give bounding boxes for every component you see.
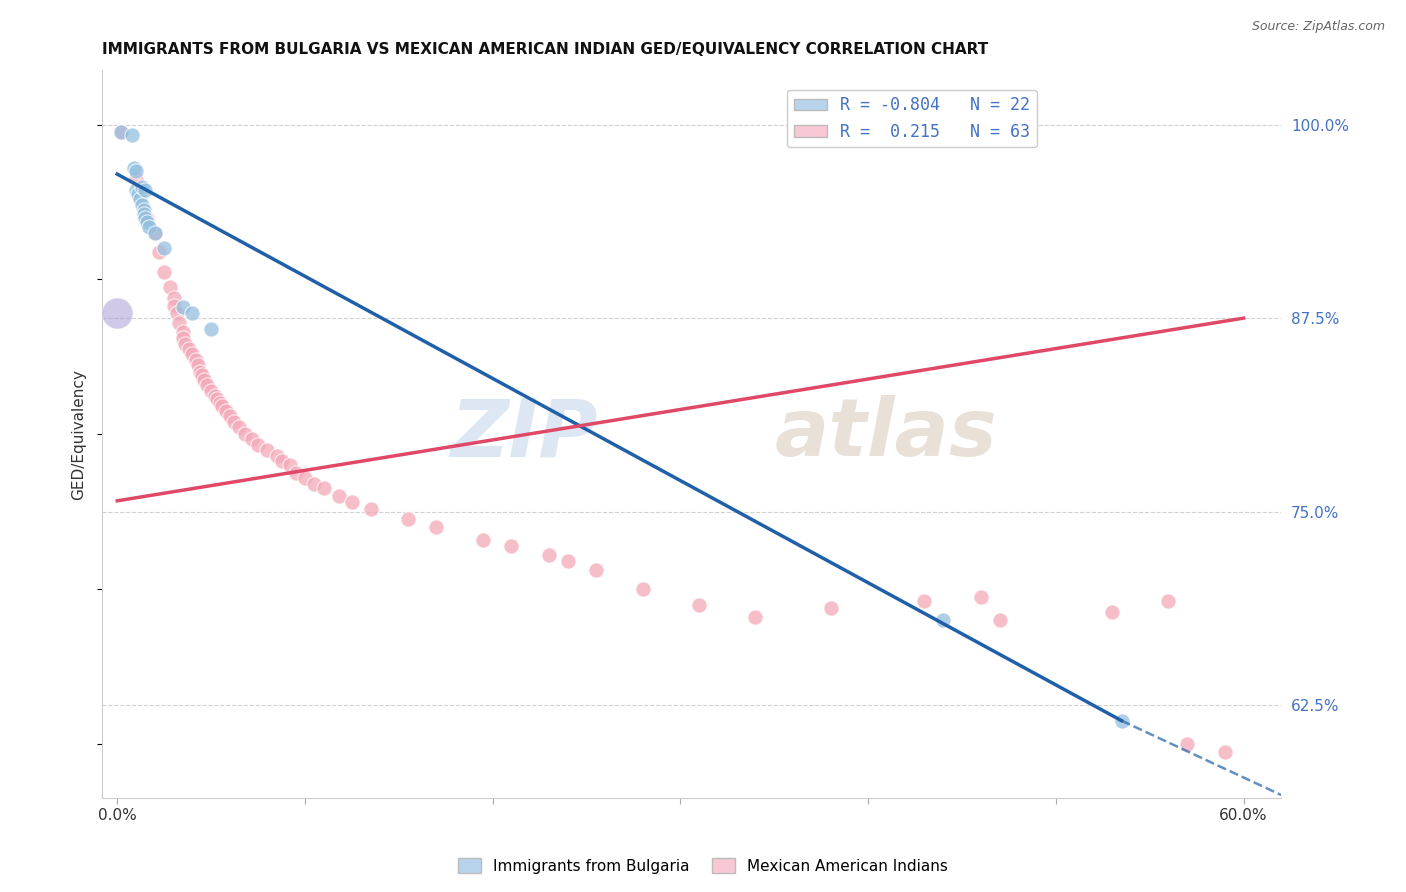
Point (912, 594, 935, 608)
Point (131, 179, 153, 194)
Point (136, 215, 159, 229)
Point (425, 520, 447, 534)
Point (328, 489, 350, 503)
Point (125, 164, 148, 178)
Point (537, 548, 560, 562)
Point (211, 400, 233, 414)
Point (247, 438, 270, 452)
Point (278, 458, 301, 473)
Point (205, 392, 228, 406)
Text: Source: ZipAtlas.com: Source: ZipAtlas.com (1251, 20, 1385, 33)
Point (172, 301, 194, 315)
Point (190, 368, 212, 383)
Point (143, 226, 166, 240)
Point (166, 306, 188, 320)
Point (585, 564, 607, 578)
Point (209, 396, 232, 410)
Text: atlas: atlas (775, 395, 997, 474)
Point (557, 554, 579, 568)
Point (472, 533, 495, 547)
Point (304, 476, 326, 491)
Point (501, 539, 523, 553)
Point (143, 226, 166, 240)
Y-axis label: GED/Equivalency: GED/Equivalency (72, 368, 86, 500)
Point (200, 384, 222, 398)
Point (177, 342, 200, 356)
Point (1111, 714, 1133, 728)
Point (162, 299, 184, 313)
Point (184, 353, 207, 368)
Point (228, 419, 250, 434)
Point (396, 512, 419, 526)
Point (131, 198, 153, 212)
Point (744, 610, 766, 624)
Point (148, 244, 170, 259)
Point (187, 358, 209, 372)
Point (970, 590, 993, 604)
Point (132, 207, 155, 221)
Point (193, 373, 215, 387)
Point (1175, 737, 1198, 751)
Point (312, 482, 335, 496)
Point (233, 427, 256, 442)
Point (932, 613, 955, 627)
Point (988, 613, 1011, 627)
Point (266, 449, 288, 463)
Point (271, 453, 294, 467)
Point (127, 187, 149, 202)
Point (134, 211, 156, 225)
Point (110, 125, 132, 139)
Point (167, 316, 190, 330)
Point (181, 347, 204, 361)
Point (173, 337, 195, 351)
Point (294, 470, 316, 484)
Legend: Immigrants from Bulgaria, Mexican American Indians: Immigrants from Bulgaria, Mexican Americ… (451, 852, 955, 880)
Point (110, 125, 132, 139)
Text: IMMIGRANTS FROM BULGARIA VS MEXICAN AMERICAN INDIAN GED/EQUIVALENCY CORRELATION : IMMIGRANTS FROM BULGARIA VS MEXICAN AMER… (103, 42, 988, 57)
Point (200, 322, 222, 336)
Point (204, 388, 226, 402)
Point (138, 219, 160, 234)
Point (122, 161, 145, 175)
Point (188, 365, 211, 379)
Point (1213, 745, 1236, 759)
Point (125, 183, 148, 197)
Point (360, 501, 382, 516)
Point (1157, 594, 1180, 608)
Point (172, 325, 194, 339)
Point (125, 171, 148, 186)
Point (153, 242, 176, 256)
Legend: R = -0.804   N = 22, R =  0.215   N = 63: R = -0.804 N = 22, R = 0.215 N = 63 (787, 90, 1038, 147)
Point (215, 404, 238, 418)
Point (222, 415, 245, 429)
Point (105, 306, 128, 320)
Point (153, 265, 176, 279)
Point (218, 409, 240, 423)
Point (132, 202, 155, 217)
Point (172, 331, 194, 345)
Point (134, 183, 156, 197)
Point (1101, 605, 1123, 619)
Point (256, 442, 278, 457)
Point (688, 598, 710, 612)
Point (162, 291, 184, 305)
Point (631, 582, 654, 596)
Point (136, 211, 159, 225)
Point (820, 600, 842, 615)
Point (159, 280, 181, 294)
Point (181, 306, 204, 320)
Point (121, 128, 143, 143)
Point (284, 466, 307, 480)
Point (340, 495, 363, 509)
Point (195, 377, 218, 392)
Point (242, 432, 264, 446)
Text: ZIP: ZIP (450, 395, 598, 474)
Point (128, 192, 150, 206)
